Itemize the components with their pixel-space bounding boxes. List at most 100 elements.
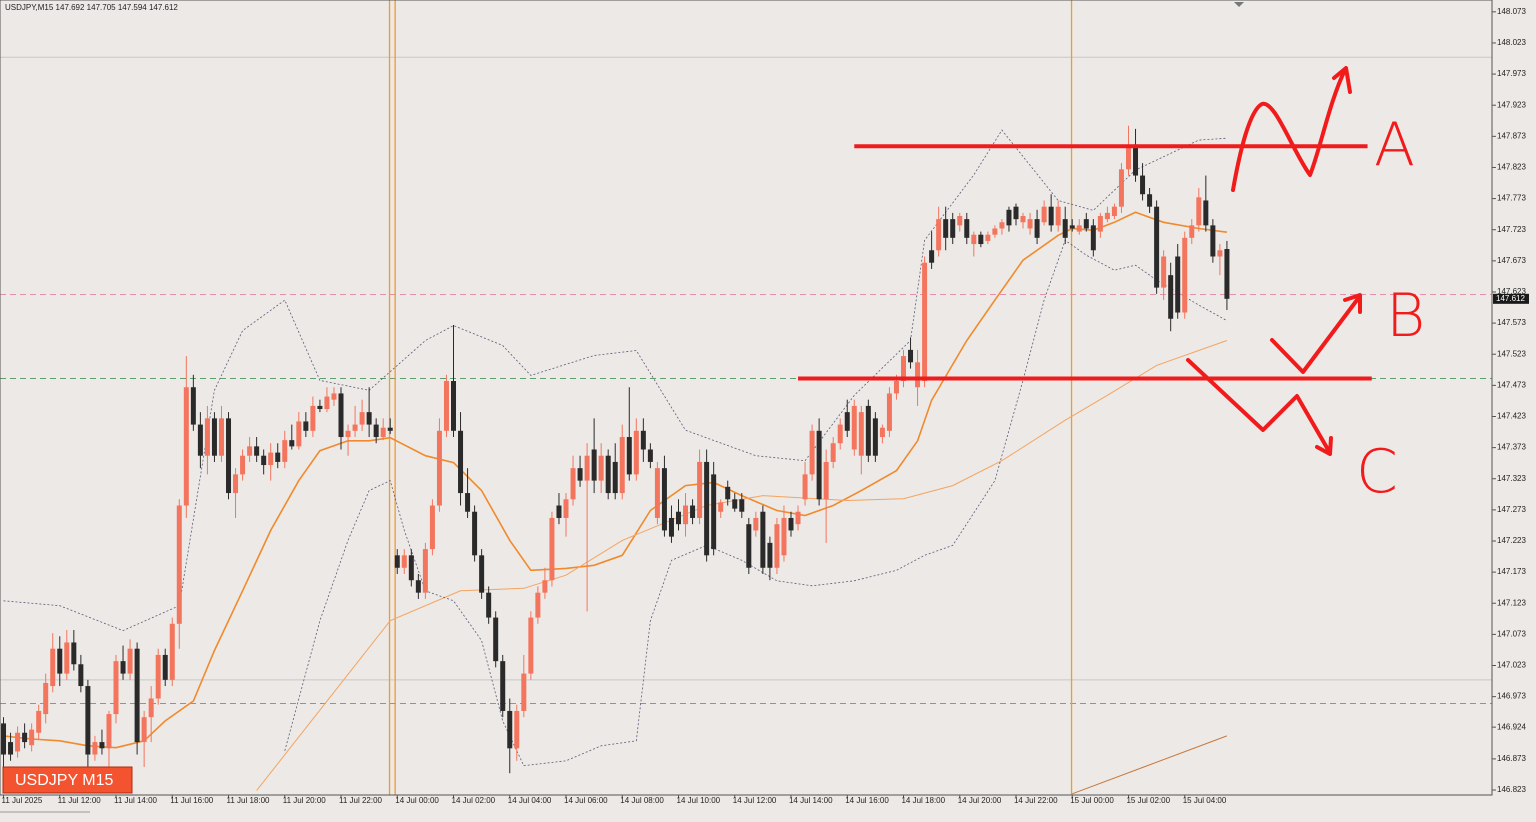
candle-body bbox=[183, 387, 189, 506]
candle-body bbox=[1189, 225, 1195, 238]
candle-body bbox=[661, 468, 667, 531]
candle-body bbox=[900, 356, 906, 382]
candle-body bbox=[922, 262, 928, 382]
x-tick-label: 14 Jul 22:00 bbox=[1014, 796, 1058, 805]
candle-body bbox=[612, 461, 618, 494]
candle-body bbox=[858, 412, 864, 456]
candle-body bbox=[1161, 256, 1167, 288]
y-tick-label: 147.323 bbox=[1497, 474, 1526, 483]
candle-body bbox=[802, 474, 808, 500]
candle-body bbox=[1196, 197, 1202, 226]
candle-body bbox=[507, 710, 513, 749]
candle-body bbox=[226, 418, 232, 494]
candle-body bbox=[268, 452, 274, 466]
x-tick-label: 15 Jul 02:00 bbox=[1126, 796, 1170, 805]
candle-body bbox=[1, 723, 7, 755]
candle-body bbox=[704, 461, 710, 556]
candle-body bbox=[155, 654, 161, 699]
candle-body bbox=[190, 387, 196, 425]
candle-body bbox=[15, 732, 21, 752]
candle-body bbox=[261, 455, 267, 466]
candle-body bbox=[753, 517, 759, 531]
x-tick-label: 15 Jul 04:00 bbox=[1183, 796, 1227, 805]
candle-body bbox=[556, 505, 562, 518]
x-tick-label: 11 Jul 22:00 bbox=[339, 796, 383, 805]
candle-body bbox=[1104, 212, 1110, 220]
y-tick-label: 147.473 bbox=[1497, 380, 1526, 389]
price-tag-label: 147.612 bbox=[1496, 294, 1525, 303]
y-tick-label: 147.023 bbox=[1497, 661, 1526, 670]
arrow-c-head bbox=[1315, 436, 1333, 456]
candle-body bbox=[451, 381, 457, 431]
candle-body bbox=[148, 698, 154, 718]
candle-body bbox=[992, 228, 998, 235]
candle-body bbox=[8, 742, 14, 755]
candle-body bbox=[317, 405, 323, 410]
y-tick-label: 147.773 bbox=[1497, 194, 1526, 203]
candle-body bbox=[1090, 225, 1096, 251]
candle-body bbox=[345, 430, 351, 438]
x-tick-label: 14 Jul 06:00 bbox=[564, 796, 608, 805]
candle-body bbox=[211, 418, 217, 456]
candle-body bbox=[978, 234, 984, 245]
candle-body bbox=[1013, 206, 1019, 220]
candle-body bbox=[366, 412, 372, 425]
y-tick-label: 147.073 bbox=[1497, 629, 1526, 638]
candle-body bbox=[1175, 256, 1181, 313]
candle-body bbox=[359, 412, 365, 425]
candle-body bbox=[1048, 206, 1054, 226]
symbol-label: USDJPY M15 bbox=[15, 772, 114, 789]
candle-body bbox=[486, 592, 492, 618]
candle-body bbox=[162, 654, 168, 680]
candle-body bbox=[1111, 206, 1117, 217]
candle-body bbox=[626, 437, 632, 475]
candle-body bbox=[957, 216, 963, 226]
candle-body bbox=[303, 421, 309, 431]
candle-body bbox=[823, 461, 829, 500]
arrow-a bbox=[1231, 68, 1347, 192]
candle-body bbox=[465, 493, 471, 512]
x-tick-label: 14 Jul 12:00 bbox=[733, 796, 777, 805]
candle-body bbox=[275, 452, 281, 462]
candle-body bbox=[247, 446, 253, 456]
y-tick-label: 147.373 bbox=[1497, 443, 1526, 452]
candle-body bbox=[640, 430, 646, 450]
candle-body bbox=[1020, 216, 1026, 223]
candle-body bbox=[654, 468, 660, 518]
candle-body bbox=[528, 617, 534, 674]
candle-body bbox=[493, 617, 499, 662]
candle-body bbox=[619, 437, 625, 494]
candle-body bbox=[950, 219, 956, 238]
candle-body bbox=[570, 468, 576, 500]
y-tick-label: 147.923 bbox=[1497, 100, 1526, 109]
candle-body bbox=[64, 642, 70, 674]
y-tick-label: 146.973 bbox=[1497, 692, 1526, 701]
annotation-c: C bbox=[1356, 437, 1398, 507]
y-tick-label: 146.924 bbox=[1497, 722, 1526, 731]
candle-body bbox=[43, 682, 49, 715]
y-tick-label: 146.873 bbox=[1497, 754, 1526, 763]
candle-body bbox=[1076, 225, 1082, 232]
candle-body bbox=[141, 717, 147, 743]
candle-body bbox=[732, 499, 738, 509]
candle-body bbox=[1118, 169, 1124, 207]
candle-body bbox=[380, 427, 386, 438]
candle-body bbox=[169, 623, 175, 680]
y-tick-label: 148.023 bbox=[1497, 38, 1526, 47]
candle-body bbox=[1097, 216, 1103, 232]
candle-body bbox=[514, 710, 520, 749]
symbol-box bbox=[2, 766, 133, 794]
arrow-b bbox=[1270, 294, 1362, 374]
candle-body bbox=[577, 468, 583, 481]
y-tick-label: 147.173 bbox=[1497, 567, 1526, 576]
candle-body bbox=[690, 505, 696, 518]
candle-body bbox=[324, 396, 330, 410]
candle-body bbox=[500, 661, 506, 711]
x-tick-label: 14 Jul 18:00 bbox=[901, 796, 945, 805]
candle-body bbox=[429, 505, 435, 550]
arrow-a-head bbox=[1332, 66, 1352, 94]
candle-body bbox=[1182, 237, 1188, 313]
candle-body bbox=[971, 234, 977, 245]
x-tick-label: 11 Jul 2025 bbox=[2, 796, 43, 805]
